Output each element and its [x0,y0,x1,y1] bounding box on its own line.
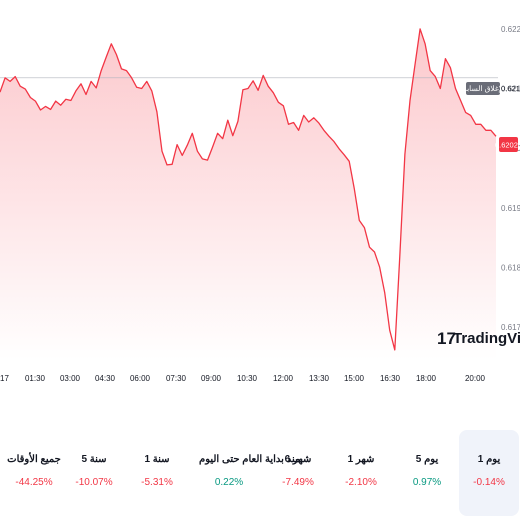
period-change: 0.22% [214,477,244,488]
x-tick-label: 01:30 [25,374,46,383]
tradingview-logo: 17 TradingView [437,329,520,348]
period-tab-5-year[interactable]: 5 سنة -10.07% [64,430,124,516]
period-label: 5 سنة [81,454,107,465]
x-tick-label: 03:00 [60,374,81,383]
y-tick-label: 0.62100 [501,85,520,94]
period-change: -5.31% [141,477,173,488]
x-axis: 17 01:30 03:00 04:30 06:00 07:30 09:00 10:30 12:… [0,374,486,383]
period-change: -0.14% [473,477,505,488]
previous-close-value: 0.62118 [501,84,520,93]
x-tick-label: 06:00 [130,374,151,383]
x-tick-label: 15:00 [344,374,365,383]
period-label: جميع الأوقات [7,454,61,465]
price-line [0,28,497,351]
period-change: 0.97% [412,477,442,488]
x-tick-label: 13:30 [309,374,330,383]
y-axis: 0.622000.621000.620000.619000.618000.617… [501,25,520,332]
period-tab-5-day[interactable]: 5 يوم 0.97% [397,430,457,516]
period-tab-1-day[interactable]: 1 يوم -0.14% [459,430,519,516]
x-tick-label: 18:00 [416,374,437,383]
price-chart[interactable]: 0.622000.621000.620000.619000.618000.617… [0,0,520,420]
previous-close-label: الإغلاق السابق [461,84,505,93]
y-tick-label: 0.61800 [501,264,520,273]
period-label: 1 يوم [477,454,501,465]
last-price-value: 0.62020 [495,141,520,150]
period-change: -7.49% [282,477,314,488]
x-tick-label: 17 [0,374,9,383]
period-tab-1-year[interactable]: 1 سنة -5.31% [127,430,187,516]
x-tick-label: 12:00 [273,374,294,383]
period-change: -44.25% [15,477,53,488]
period-label: منذ بداية العام حتى اليوم [199,454,301,465]
x-tick-label: 20:00 [465,374,486,383]
tradingview-logo-icon: 17 [437,329,456,348]
previous-close-badge: الإغلاق السابق 0.62118 [461,82,520,95]
x-tick-label: 04:30 [95,374,116,383]
x-tick-label: 16:30 [380,374,401,383]
period-tab-6-month[interactable]: 6 شهر -7.49% [268,430,328,516]
period-tab-1-month[interactable]: 1 شهر -2.10% [331,430,391,516]
x-tick-label: 09:00 [201,374,222,383]
price-area [0,28,496,361]
x-tick-label: 07:30 [166,374,187,383]
x-tick-label: 10:30 [237,374,258,383]
period-change: -2.10% [345,477,377,488]
period-label: 5 يوم [415,454,439,465]
price-area-fill [0,28,496,361]
period-tab-ytd[interactable]: منذ بداية العام حتى اليوم 0.22% [199,430,301,516]
y-tick-label: 0.62200 [501,25,520,34]
price-series-line [0,28,497,351]
y-tick-label: 0.61900 [501,204,520,213]
y-tick-label: 0.61700 [501,323,520,332]
period-label: 1 شهر [347,454,375,465]
period-tab-all-time[interactable]: جميع الأوقات -44.25% [4,430,64,516]
tradingview-logo-text: TradingView [453,330,520,347]
period-change: -10.07% [75,477,113,488]
period-label: 1 سنة [144,454,170,465]
period-label: 6 شهر [284,454,312,465]
last-price-badge: 0.62020 [495,137,520,152]
performance-periods: 1 يوم -0.14% 5 يوم 0.97% 1 شهر -2.10% 6 … [0,430,520,520]
